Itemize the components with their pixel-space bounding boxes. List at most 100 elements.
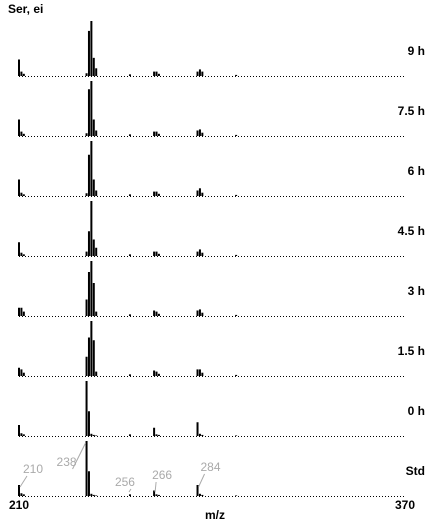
peak [128, 494, 131, 496]
peak [201, 372, 204, 376]
peak [90, 141, 93, 196]
annotation: 266 [152, 468, 172, 482]
peak [153, 370, 156, 376]
peak [85, 193, 88, 196]
panel-label: 7.5 h [398, 104, 425, 118]
peak [90, 21, 93, 76]
peak [198, 188, 201, 196]
peak [128, 374, 131, 376]
peak [20, 433, 23, 436]
peak [22, 434, 25, 436]
peak [201, 494, 204, 496]
peak [196, 71, 199, 76]
peak [155, 71, 158, 76]
peak [201, 434, 204, 436]
peak [95, 190, 98, 196]
peak [198, 493, 201, 496]
peak [87, 411, 90, 436]
peak [18, 179, 20, 196]
leader-line [198, 473, 205, 488]
peak [198, 309, 201, 316]
peak [20, 369, 23, 376]
peak [201, 71, 204, 76]
peak [128, 254, 131, 256]
peak [157, 434, 160, 436]
peak [155, 191, 158, 196]
peak [87, 154, 90, 196]
peak [18, 367, 20, 376]
peak [18, 307, 20, 316]
peak [235, 374, 238, 376]
peak [153, 71, 156, 76]
panel-label: 3 h [408, 284, 425, 298]
peak [87, 337, 90, 376]
peak [95, 495, 98, 496]
peak [85, 73, 88, 76]
peak [90, 433, 93, 436]
peak [92, 119, 95, 136]
peak [90, 321, 93, 376]
peak [20, 493, 23, 496]
peak [87, 89, 90, 136]
x-axis-label: m/z [205, 508, 225, 522]
peak [235, 314, 238, 316]
peak [18, 485, 20, 496]
panel-label: Std [406, 464, 425, 478]
peak [155, 434, 158, 436]
panel-label: 9 h [408, 44, 425, 58]
leader-line [72, 442, 86, 470]
peak [153, 191, 156, 196]
peak [128, 134, 131, 136]
peak [128, 314, 131, 316]
peak [201, 132, 204, 136]
peak [95, 311, 98, 316]
peak [201, 192, 204, 196]
peak [92, 239, 95, 256]
peak [22, 133, 25, 136]
peak [18, 59, 20, 76]
peak [157, 133, 160, 136]
peak [235, 74, 238, 76]
peak [157, 193, 160, 196]
peak [95, 247, 98, 256]
peak [196, 485, 199, 496]
peak [20, 131, 23, 136]
peak [90, 81, 93, 136]
annotation: 210 [23, 462, 43, 476]
peak [198, 433, 201, 436]
peak [155, 371, 158, 376]
peak [20, 71, 23, 76]
peak [157, 253, 160, 256]
peak [20, 252, 23, 256]
peak [235, 495, 238, 496]
peak [20, 192, 23, 196]
peak [87, 30, 90, 76]
annotation: 256 [115, 475, 135, 489]
peak [95, 130, 98, 136]
peak [92, 340, 95, 376]
peak [196, 251, 199, 256]
peak [20, 307, 23, 316]
peak [85, 381, 88, 436]
peak [196, 190, 199, 196]
peak [198, 69, 201, 76]
peak [85, 356, 88, 376]
peak [85, 441, 88, 496]
peak [235, 435, 238, 436]
peak [92, 434, 95, 436]
peak [95, 371, 98, 376]
peak [201, 252, 204, 256]
peak [87, 272, 90, 316]
peak [198, 129, 201, 136]
peak [155, 131, 158, 136]
peak [157, 73, 160, 76]
peak [18, 242, 20, 256]
peak [22, 372, 25, 376]
peak [92, 179, 95, 196]
peak [196, 422, 199, 436]
peak [198, 249, 201, 256]
peak [18, 119, 20, 136]
peak [196, 130, 199, 136]
